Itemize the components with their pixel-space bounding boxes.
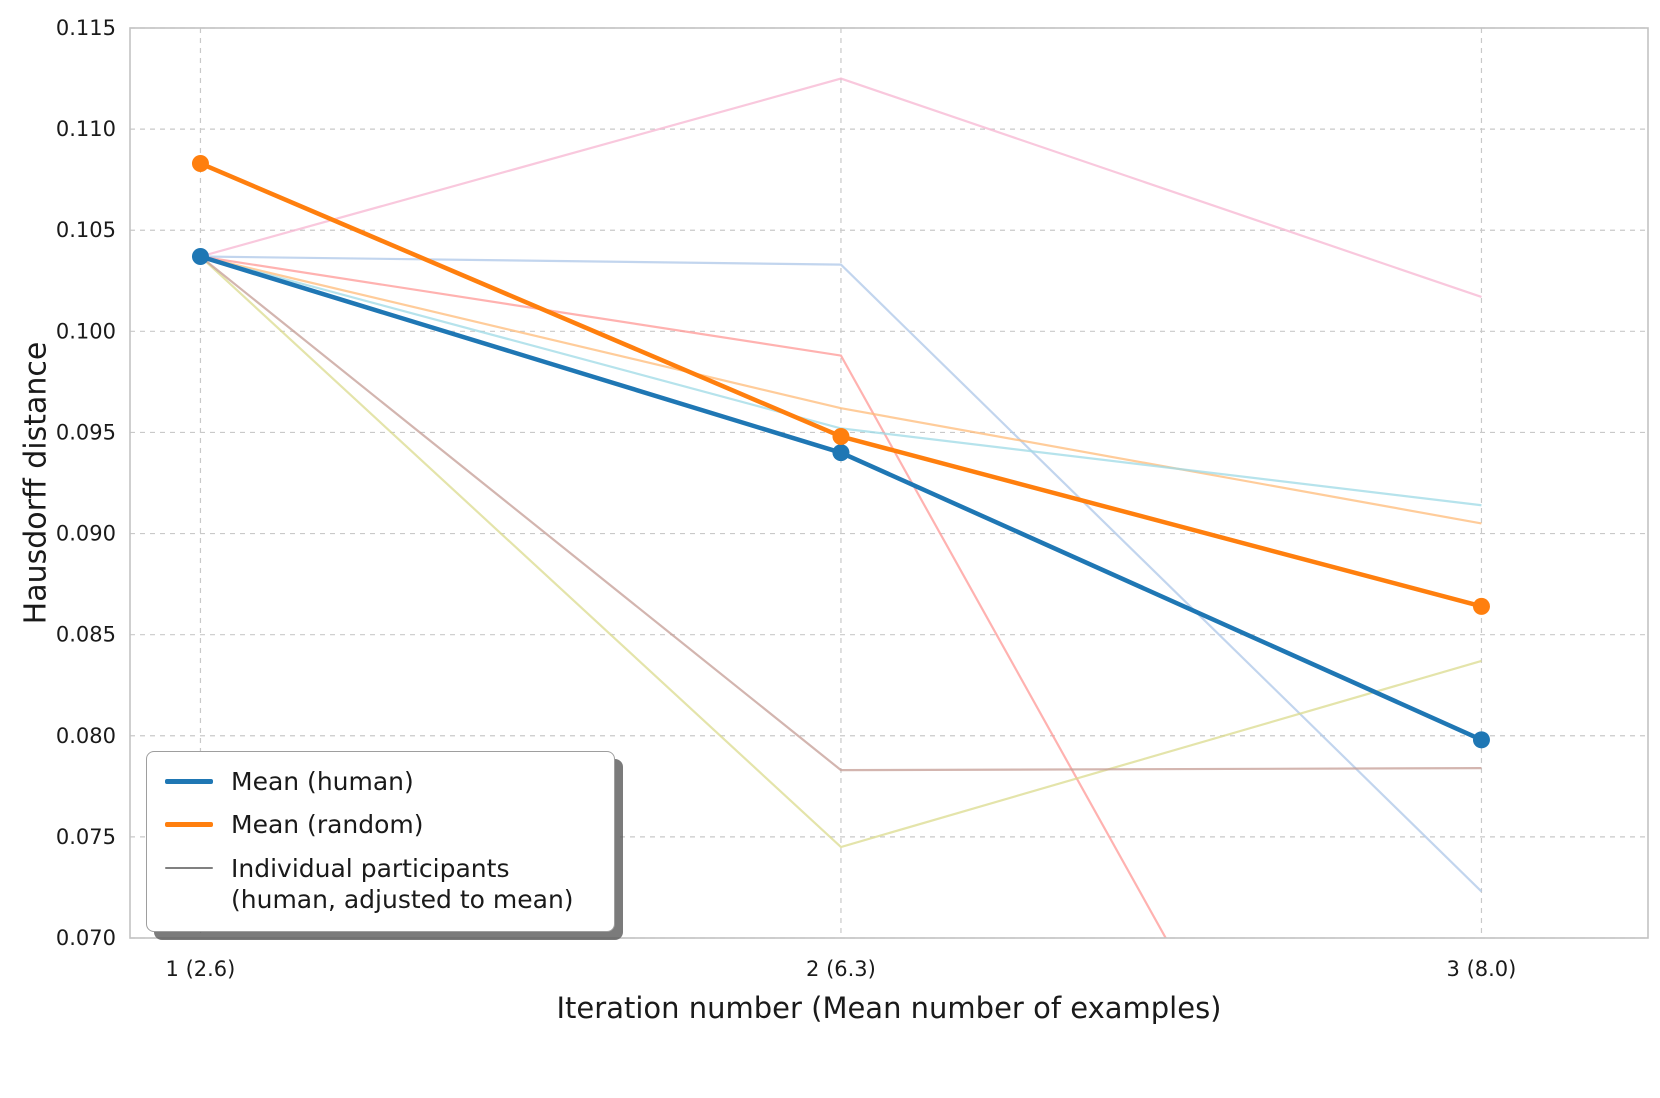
legend-label-individual-line1: Individual participants [231,853,510,883]
y-tick-label: 0.110 [56,117,116,141]
x-axis-label: Iteration number (Mean number of example… [556,991,1222,1025]
plot-border [129,27,1649,939]
individual-participant-line [200,255,1482,525]
legend-label-individual-participants: Individual participants (human, adjusted… [231,853,574,916]
y-tick-label: 0.080 [56,724,116,748]
legend-label-mean-random: Mean (random) [231,810,424,840]
y-tick-label: 0.095 [56,420,116,444]
y-tick-label: 0.090 [56,522,116,546]
x-tick-label: 2 (6.3) [806,957,876,981]
individual-participant-line [200,255,1483,893]
data-point [832,427,850,445]
legend-item-mean-human: Mean (human) [165,766,574,797]
x-tick-label: 1 (2.6) [166,957,236,981]
data-point [832,444,850,462]
individual-participant-line [200,255,1167,938]
y-axis-label: Hausdorff distance [18,341,54,625]
mean-human-line-swatch [165,779,213,785]
y-tick-label: 0.070 [56,926,116,950]
x-tick-label: 3 (8.0) [1447,957,1517,981]
mean-random-line-swatch [165,822,213,828]
y-tick-label: 0.100 [56,319,116,343]
y-tick-label: 0.105 [56,218,116,242]
individual-participants-line-swatch [165,866,213,869]
y-tick-label: 0.115 [56,16,116,40]
data-point [1472,597,1490,615]
legend-item-individual-participants: Individual participants (human, adjusted… [165,853,574,916]
data-point [1472,731,1490,749]
data-point [191,154,209,172]
legend-label-individual-line2: (human, adjusted to mean) [231,884,574,914]
y-tick-label: 0.075 [56,825,116,849]
legend: Mean (human) Mean (random) Individual pa… [146,751,615,932]
legend-item-mean-random: Mean (random) [165,809,574,840]
legend-label-mean-human: Mean (human) [231,767,414,796]
data-point [191,248,209,266]
individual-participant-line [200,77,1482,298]
y-tick-label: 0.085 [56,623,116,647]
individual-participant-line [199,255,1482,772]
individual-participant-line [199,255,1482,849]
